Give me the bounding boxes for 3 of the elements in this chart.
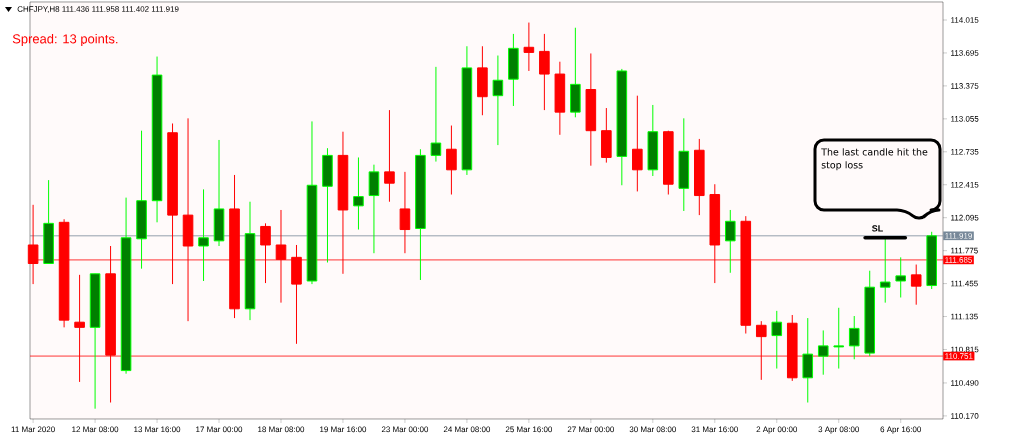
annotation: SL: [872, 225, 883, 232]
annotation: Spread: 13 points.: [12, 33, 118, 47]
annotation: The last candle hit the stop loss: [821, 148, 928, 171]
